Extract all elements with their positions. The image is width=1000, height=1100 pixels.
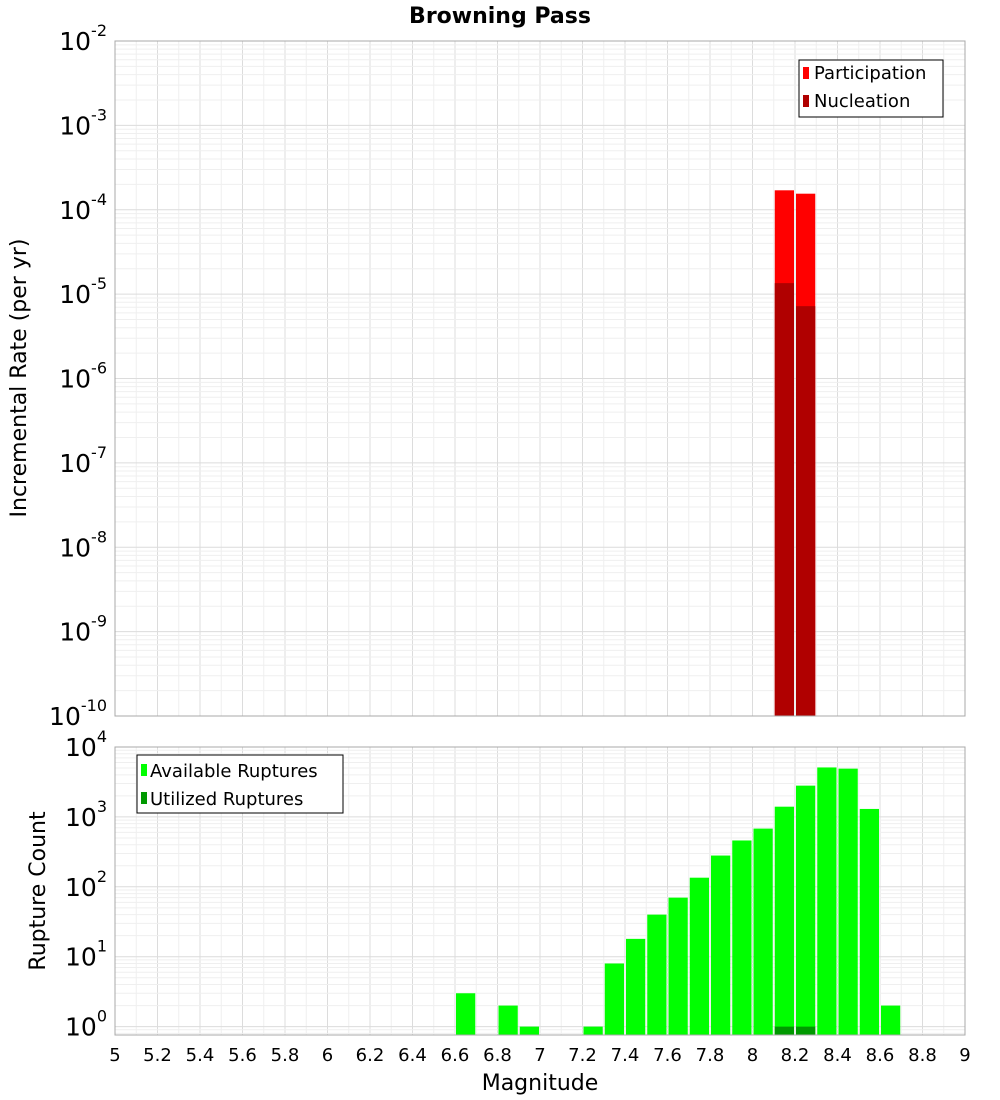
- bottom-bar-b: [796, 1026, 816, 1035]
- top-y-axis-label: Incremental Rate (per yr): [7, 239, 32, 518]
- top-y-tick-labels: 10-10 10-9 10-8 10-7 10-6 10-5 10-4 10-3 10-2: [49, 21, 107, 731]
- top-y-tick-label: 10-4: [59, 190, 107, 225]
- bottom-y-tick-label: 103: [65, 797, 107, 832]
- bottom-bar-a: [647, 914, 667, 1035]
- bottom-bar-a: [519, 1026, 539, 1035]
- available-legend-label: Available Ruptures: [150, 761, 318, 782]
- bottom-bar-a: [881, 1005, 901, 1035]
- x-tick-label: 8.6: [866, 1045, 895, 1066]
- bottom-bar-a: [753, 828, 773, 1035]
- nucleation-legend-swatch: [803, 95, 809, 107]
- x-tick-label: 5.4: [186, 1045, 215, 1066]
- top-bars: [774, 190, 816, 716]
- top-y-tick-label: 10-9: [59, 612, 107, 647]
- x-tick-label: 6.8: [483, 1045, 512, 1066]
- bottom-y-tick-label: 104: [65, 727, 107, 762]
- bottom-bar-a: [583, 1026, 603, 1035]
- x-tick-label: 5.6: [228, 1045, 257, 1066]
- x-tick-label: 8.8: [908, 1045, 937, 1066]
- participation-legend-swatch: [803, 67, 809, 79]
- bottom-bar-a: [711, 855, 731, 1035]
- top-y-tick-label: 10-6: [59, 359, 107, 394]
- bottom-bar-a: [732, 840, 752, 1035]
- x-tick-label: 6.6: [441, 1045, 470, 1066]
- top-bar-b: [796, 306, 816, 716]
- x-tick-label: 7: [534, 1045, 545, 1066]
- x-tick-label: 5: [109, 1045, 120, 1066]
- bottom-legend: Available Ruptures Utilized Ruptures: [136, 754, 344, 814]
- x-tick-label: 7.2: [568, 1045, 597, 1066]
- x-tick-label: 9: [959, 1045, 970, 1066]
- bottom-bar-a: [774, 806, 794, 1035]
- chart-title: Browning Pass: [409, 4, 591, 29]
- x-tick-label: 6: [322, 1045, 333, 1066]
- x-tick-label: 7.6: [653, 1045, 682, 1066]
- bottom-y-tick-label: 101: [65, 937, 107, 972]
- bottom-plot-frame: [114, 746, 966, 1036]
- x-tick-label: 8: [747, 1045, 758, 1066]
- top-y-tick-label: 10-5: [59, 274, 107, 309]
- x-tick-label: 8.4: [823, 1045, 852, 1066]
- bottom-gridlines: [115, 747, 965, 1035]
- x-tick-label: 5.2: [143, 1045, 172, 1066]
- bottom-bar-a: [817, 767, 837, 1035]
- bottom-bar-a: [689, 877, 709, 1035]
- x-tick-label: 7.8: [696, 1045, 725, 1066]
- x-tick-label: 7.4: [611, 1045, 640, 1066]
- bottom-y-tick-label: 102: [65, 867, 107, 902]
- x-tick-label: 8.2: [781, 1045, 810, 1066]
- top-y-tick-label: 10-10: [49, 696, 107, 731]
- top-bar-b: [774, 283, 794, 716]
- bottom-y-tick-label: 100: [65, 1007, 107, 1042]
- bottom-bar-a: [838, 768, 858, 1035]
- utilized-legend-label: Utilized Ruptures: [150, 789, 303, 810]
- bottom-bar-a: [626, 938, 646, 1035]
- x-tick-label: 6.2: [356, 1045, 385, 1066]
- bottom-bar-a: [456, 993, 476, 1035]
- bottom-bars: [456, 767, 901, 1035]
- bottom-bar-a: [859, 808, 879, 1035]
- bottom-legend-box: [136, 754, 344, 814]
- bottom-bar-a: [498, 1005, 518, 1035]
- bottom-bar-a: [604, 963, 624, 1035]
- bottom-bar-a: [668, 897, 688, 1035]
- top-y-tick-label: 10-2: [59, 21, 107, 56]
- available-legend-swatch: [141, 764, 147, 776]
- utilized-legend-swatch: [141, 792, 147, 804]
- top-gridlines: [115, 41, 965, 716]
- bottom-bar-a: [796, 785, 816, 1035]
- bottom-bar-b: [774, 1026, 794, 1035]
- bottom-y-axis-label: Rupture Count: [26, 811, 51, 971]
- top-y-tick-label: 10-8: [59, 527, 107, 562]
- x-tick-labels: 5 5.2 5.4 5.6 5.8 6 6.2 6.4 6.6 6.8 7 7.2 7.4 7.6 7.8 8…: [109, 1045, 970, 1066]
- top-y-tick-label: 10-7: [59, 443, 107, 478]
- x-axis-label: Magnitude: [482, 1071, 599, 1096]
- bottom-y-tick-labels: 100 101 102 103 104: [65, 727, 107, 1042]
- x-tick-label: 5.8: [271, 1045, 300, 1066]
- bottom-panel: 100 101 102 103 104 5 5.2 5.4 5.6 5.8 6 6.2 6.4 6.6 6…: [26, 727, 971, 1096]
- top-y-tick-label: 10-3: [59, 105, 107, 140]
- nucleation-legend-label: Nucleation: [814, 91, 910, 112]
- participation-legend-label: Participation: [814, 63, 926, 84]
- top-panel: 10-10 10-9 10-8 10-7 10-6 10-5 10-4 10-3 10-2 In…: [7, 21, 966, 731]
- top-legend: Participation Nucleation: [798, 59, 944, 118]
- x-tick-label: 6.4: [398, 1045, 427, 1066]
- top-plot-frame: [114, 40, 966, 717]
- top-legend-box: [798, 59, 944, 118]
